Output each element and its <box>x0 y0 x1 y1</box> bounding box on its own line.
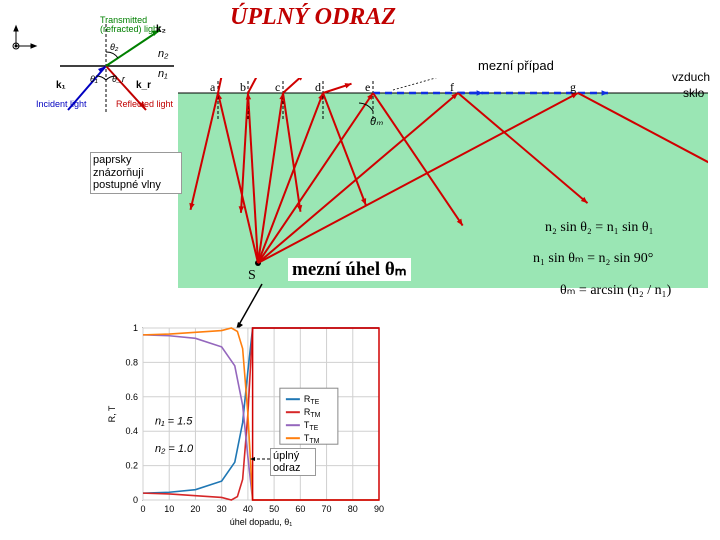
theta2-label: θ₂ <box>110 42 118 52</box>
reflectance-chart: 0 10 20 30 40 50 60 70 80 90 0 0.2 0.4 0.6 0.8 1 úhel do… <box>105 320 385 528</box>
svg-text:60: 60 <box>295 504 305 514</box>
svg-text:f: f <box>450 80 454 94</box>
mezni-uhel-text: mezní úhel θₘ <box>292 259 407 280</box>
k1-label: k₁ <box>56 80 66 91</box>
svg-text:n₂ = 1.0: n₂ = 1.0 <box>155 443 194 455</box>
k2-label: k₂ <box>156 24 166 35</box>
svg-text:θₘ: θₘ <box>370 116 383 128</box>
svg-text:0.2: 0.2 <box>125 461 138 471</box>
mezni-uhel-label: mezní úhel θₘ <box>288 258 411 281</box>
svg-text:0: 0 <box>133 495 138 505</box>
incident-label: Incident light <box>36 100 87 109</box>
incidence-diagram: Transmitted (refracted) light Incident l… <box>8 18 176 108</box>
svg-text:n₁ = 1.5: n₁ = 1.5 <box>155 415 193 427</box>
svg-text:50: 50 <box>269 504 279 514</box>
svg-text:10: 10 <box>164 504 174 514</box>
svg-text:70: 70 <box>322 504 332 514</box>
svg-text:90: 90 <box>374 504 384 514</box>
svg-text:40: 40 <box>243 504 253 514</box>
svg-text:1: 1 <box>133 323 138 333</box>
svg-text:20: 20 <box>190 504 200 514</box>
n2-label: n₂ <box>158 48 168 60</box>
reflected-label: Reflected light <box>116 100 173 109</box>
uplny-odraz-note: úplný odraz <box>270 448 316 476</box>
svg-text:0.8: 0.8 <box>125 357 138 367</box>
svg-text:b: b <box>240 80 246 94</box>
eq-snell: n₂ sin θ₂ = n₁ sin θ₁ <box>545 220 654 236</box>
svg-text:c: c <box>275 80 280 94</box>
svg-text:80: 80 <box>348 504 358 514</box>
svg-text:0: 0 <box>140 504 145 514</box>
svg-text:d: d <box>315 80 321 94</box>
vzduch-label: vzduch <box>672 70 710 84</box>
eq-critical: n₁ sin θₘ = n₂ sin 90° <box>533 250 653 267</box>
svg-text:g: g <box>570 80 576 94</box>
page-title: ÚPLNÝ ODRAZ <box>230 4 396 31</box>
svg-text:úhel dopadu, θ₁: úhel dopadu, θ₁ <box>230 517 293 527</box>
svg-text:0.4: 0.4 <box>125 426 138 436</box>
svg-text:e: e <box>365 80 370 94</box>
eq-arcsin: θₘ = arcsin (n₂ / n₁) <box>560 282 671 299</box>
kr-label: k_r <box>136 80 151 91</box>
svg-text:a: a <box>210 80 216 94</box>
svg-text:R, T: R, T <box>107 405 117 422</box>
svg-text:30: 30 <box>217 504 227 514</box>
n1-label: n₁ <box>158 68 168 80</box>
sklo-label: sklo <box>683 86 704 100</box>
theta1-label: θ₁ <box>90 74 98 84</box>
paprsky-note: paprsky znázorňují postupné vlny <box>90 152 182 194</box>
thetar-label: θ_r <box>112 74 125 84</box>
svg-text:0.6: 0.6 <box>125 392 138 402</box>
uplny-odraz-arrow <box>248 454 272 464</box>
mezni-pripad-label: mezní případ <box>478 58 554 73</box>
